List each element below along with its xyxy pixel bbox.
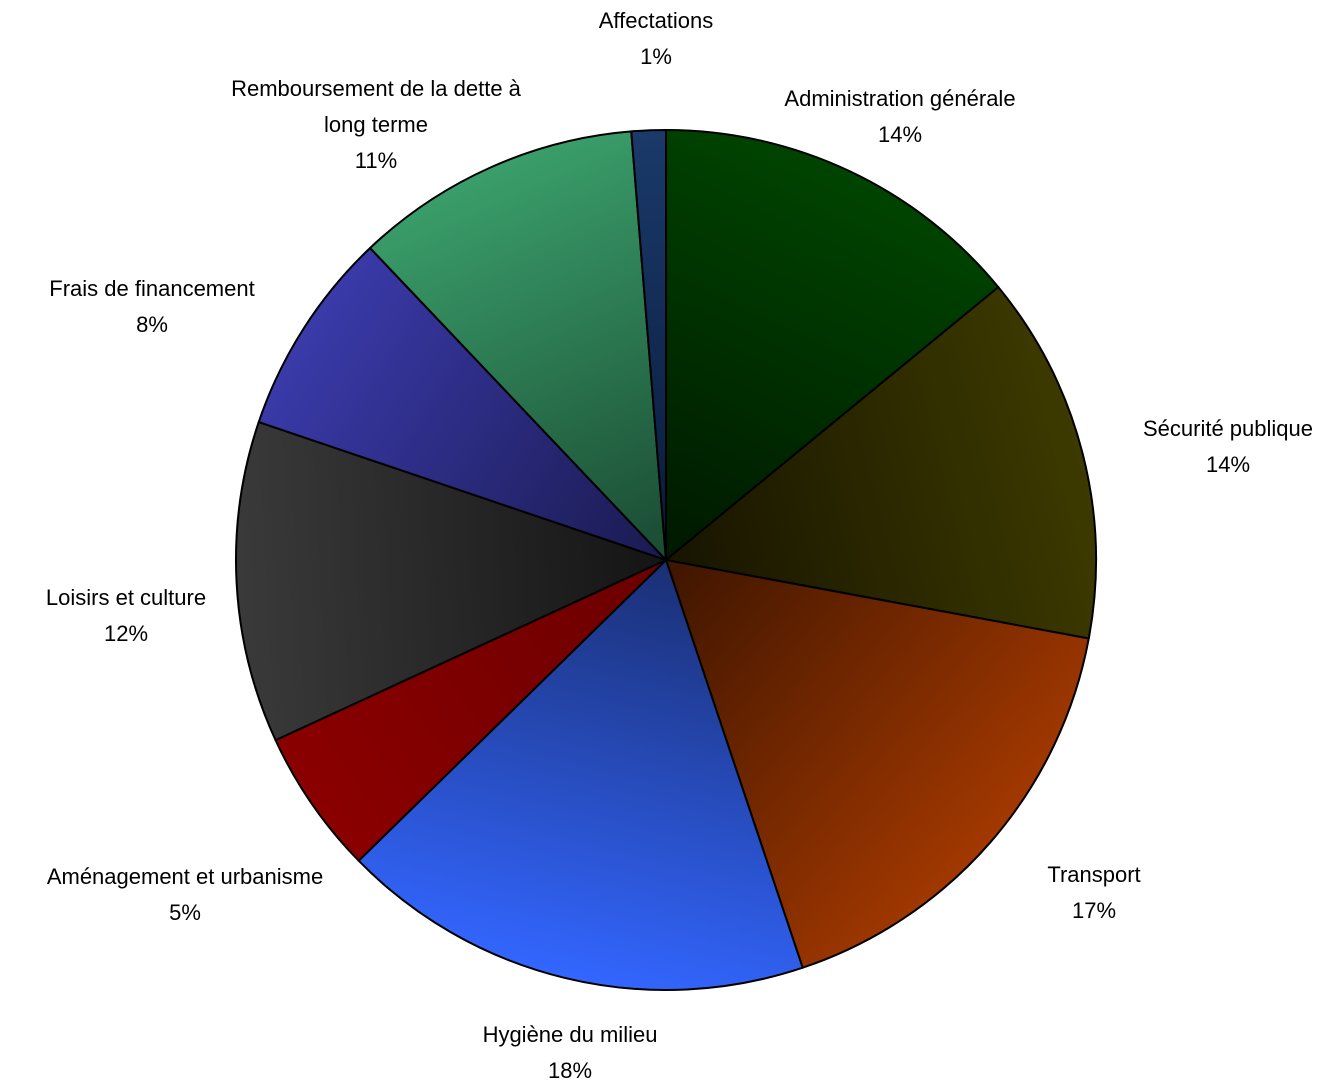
slice-label-name: Aménagement et urbanisme xyxy=(47,864,323,889)
pie-slice-administration-generale xyxy=(665,129,1000,561)
pie-slice-amenagement-et-urbanisme xyxy=(274,559,667,862)
pie-slice-transport xyxy=(665,559,1090,969)
slice-label-name: Frais de financement xyxy=(49,276,254,301)
slice-label-name: Hygiène du milieu xyxy=(483,1022,658,1047)
slice-label-name: Loisirs et culture xyxy=(46,585,206,610)
pie-slice-hygiene-du-milieu xyxy=(357,559,804,992)
slice-label-name: Transport xyxy=(1047,862,1140,887)
slice-label-transport: Transport 17% xyxy=(1047,862,1140,923)
pie-slice-frais-de-financement xyxy=(257,247,667,561)
slice-label-percent: 18% xyxy=(548,1058,592,1083)
slice-label-affectations: Affectations 1% xyxy=(599,8,714,69)
slice-label-percent: 12% xyxy=(104,621,148,646)
slice-label-loisirs-et-culture: Loisirs et culture 12% xyxy=(46,585,206,646)
slice-label-remboursement-de-la-dette-a-long-terme: Remboursement de la dette à long terme 11% xyxy=(231,76,522,173)
pie-slice-remboursement-de-la-dette-a-long-terme xyxy=(369,130,667,561)
pie-slices xyxy=(235,129,1097,992)
slice-label-name: Sécurité publique xyxy=(1143,416,1313,441)
slice-label-amenagement-et-urbanisme: Aménagement et urbanisme 5% xyxy=(47,864,323,925)
slice-label-name: Affectations xyxy=(599,8,714,33)
pie-slice-affectations xyxy=(630,129,667,561)
slice-label-percent: 14% xyxy=(878,122,922,147)
slice-label-hygiene-du-milieu: Hygiène du milieu 18% xyxy=(483,1022,658,1083)
slice-label-percent: 1% xyxy=(640,44,672,69)
slice-label-percent: 8% xyxy=(136,312,168,337)
slice-label-frais-de-financement: Frais de financement 8% xyxy=(49,276,254,337)
slice-label-percent: 11% xyxy=(355,148,397,173)
slice-label-securite-publique: Sécurité publique 14% xyxy=(1143,416,1313,477)
slice-label-percent: 14% xyxy=(1206,452,1250,477)
pie-slice-loisirs-et-culture xyxy=(235,421,667,742)
slice-label-administration-generale: Administration générale 14% xyxy=(784,86,1015,147)
slice-label-name: Administration générale xyxy=(784,86,1015,111)
slice-label-percent: 17% xyxy=(1072,898,1116,923)
slice-label-name: long terme xyxy=(324,112,428,137)
slice-label-percent: 5% xyxy=(169,900,201,925)
slice-label-name: Remboursement de la dette à xyxy=(231,76,522,101)
pie-slice-securite-publique xyxy=(665,286,1097,640)
